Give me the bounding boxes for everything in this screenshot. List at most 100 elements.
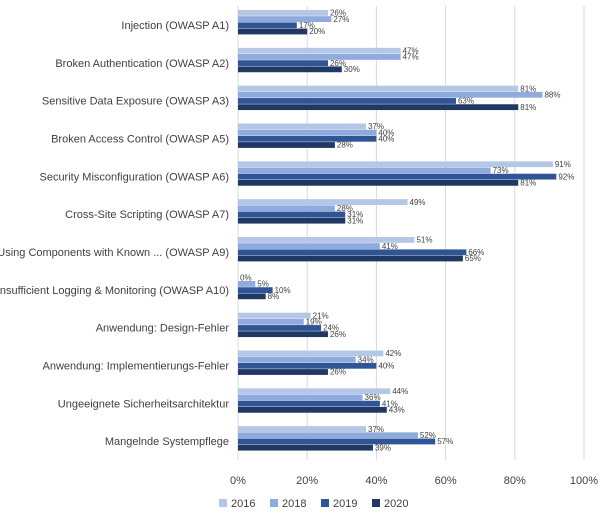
bar-2019 <box>238 325 322 331</box>
bar-2020 <box>238 104 519 111</box>
bar-2019 <box>238 22 297 29</box>
category-label: Insufficient Logging & Monitoring (OWASP… <box>0 285 229 297</box>
category-label: Mangelnde Systempflege <box>105 436 229 448</box>
x-tick-label: 100% <box>570 475 598 487</box>
legend-label-2019: 2019 <box>333 498 357 510</box>
data-label-2020: 20% <box>309 27 325 36</box>
data-label-2018: 73% <box>493 166 509 175</box>
bar-2020 <box>238 255 463 262</box>
data-label-2019: 26% <box>330 59 346 68</box>
bar-2020 <box>238 331 328 338</box>
data-label-2016: 26% <box>330 9 346 18</box>
bar-2020 <box>238 293 266 300</box>
data-label-2019: 40% <box>378 135 394 144</box>
x-tick-label: 40% <box>365 475 387 487</box>
bar-2019 <box>238 60 328 67</box>
data-label-2016: 49% <box>410 198 426 207</box>
data-label-2016: 44% <box>392 387 408 396</box>
legend-swatch-2016 <box>219 499 227 507</box>
category-label: Broken Authentication (OWASP A2) <box>55 58 229 70</box>
data-label-2016: 47% <box>403 46 419 55</box>
data-label-2020: 81% <box>520 179 536 188</box>
bar-2020 <box>238 444 373 451</box>
data-label-2019: 57% <box>437 437 453 446</box>
data-label-2020: 26% <box>330 330 346 339</box>
x-tick-label: 20% <box>296 475 318 487</box>
bar-2020 <box>238 28 308 35</box>
bar-2019 <box>238 135 377 142</box>
data-label-2018: 28% <box>337 204 353 213</box>
category-label: Anwendung: Implementierungs-Fehler <box>43 360 230 372</box>
legend: 2016 2018 2019 2020 <box>219 498 408 510</box>
category-label: Ungeeignete Sicherheitsarchitektur <box>58 398 230 410</box>
data-label-2020: 81% <box>520 103 536 112</box>
bar-2016 <box>238 123 367 130</box>
bar-2019 <box>238 287 273 294</box>
x-tick-label: 80% <box>504 475 526 487</box>
data-label-2019: 24% <box>323 324 339 333</box>
data-label-2019: 10% <box>275 286 291 295</box>
bar-2019 <box>238 400 380 407</box>
data-label-2019: 31% <box>347 210 363 219</box>
data-label-2019: 41% <box>382 399 398 408</box>
bar-2016 <box>238 350 384 357</box>
bar-2018 <box>238 129 377 136</box>
legend-swatch-2018 <box>270 499 278 507</box>
category-label: Security Misconfiguration (OWASP A6) <box>39 171 229 183</box>
bar-2018 <box>238 91 543 98</box>
axis-layer: 0% 20% 40% 60% 80% 100% Injection (OWASP A1) Br… <box>0 20 598 487</box>
category-label: Sensitive Data Exposure (OWASP A3) <box>42 96 229 108</box>
data-label-2018: 41% <box>382 242 398 251</box>
bar-2019 <box>238 173 557 180</box>
data-label-2018: 52% <box>420 431 436 440</box>
bar-2020 <box>238 66 342 73</box>
data-label-2016: 21% <box>313 311 329 320</box>
bar-2018 <box>238 432 418 439</box>
bar-2018 <box>238 243 380 249</box>
bar-2020 <box>238 217 346 224</box>
bar-2016 <box>238 10 328 16</box>
data-label-2019: 66% <box>468 248 484 257</box>
bar-2018 <box>238 205 335 212</box>
x-tick-label: 0% <box>230 475 246 487</box>
bar-2019 <box>238 362 377 369</box>
data-label-2016: 42% <box>385 349 401 358</box>
data-label-2018: 27% <box>333 15 349 24</box>
x-tick-label: 60% <box>435 475 457 487</box>
legend-swatch-2019 <box>321 499 329 507</box>
data-label-2018: 36% <box>365 393 381 402</box>
data-label-2016: 37% <box>368 425 384 434</box>
data-label-2018: 19% <box>306 317 322 326</box>
data-label-2019: 92% <box>558 172 574 181</box>
bar-2016 <box>238 47 401 54</box>
bar-2016 <box>238 237 415 243</box>
legend-label-2018: 2018 <box>282 498 306 510</box>
bar-2018 <box>238 318 304 325</box>
bar-2016 <box>238 312 311 319</box>
bar-2018 <box>238 356 356 363</box>
grid-layer <box>237 6 585 460</box>
data-label-2019: 17% <box>299 21 315 30</box>
bar-2016 <box>238 85 519 92</box>
bar-2016 <box>238 426 367 432</box>
bar-2018 <box>238 16 332 22</box>
legend-label-2016: 2016 <box>231 498 255 510</box>
bar-2018 <box>238 281 256 287</box>
data-label-2016: 91% <box>555 160 571 169</box>
bar-2016 <box>238 388 391 395</box>
data-label-2020: 39% <box>375 443 391 452</box>
data-label-2020: 28% <box>337 141 353 150</box>
category-label: Using Components with Known ... (OWASP A… <box>0 247 229 259</box>
data-label-2020: 43% <box>389 406 405 415</box>
data-label-2016: 37% <box>368 122 384 131</box>
bar-2018 <box>238 394 363 401</box>
data-label-2020: 31% <box>347 216 363 225</box>
data-label-2018: 40% <box>378 128 394 137</box>
data-label-2018: 88% <box>544 90 560 99</box>
bar-2018 <box>238 167 491 174</box>
legend-label-2020: 2020 <box>384 498 408 510</box>
data-label-2018: 34% <box>358 355 374 364</box>
bar-2020 <box>238 369 328 375</box>
data-label-2016: 0% <box>240 273 252 282</box>
